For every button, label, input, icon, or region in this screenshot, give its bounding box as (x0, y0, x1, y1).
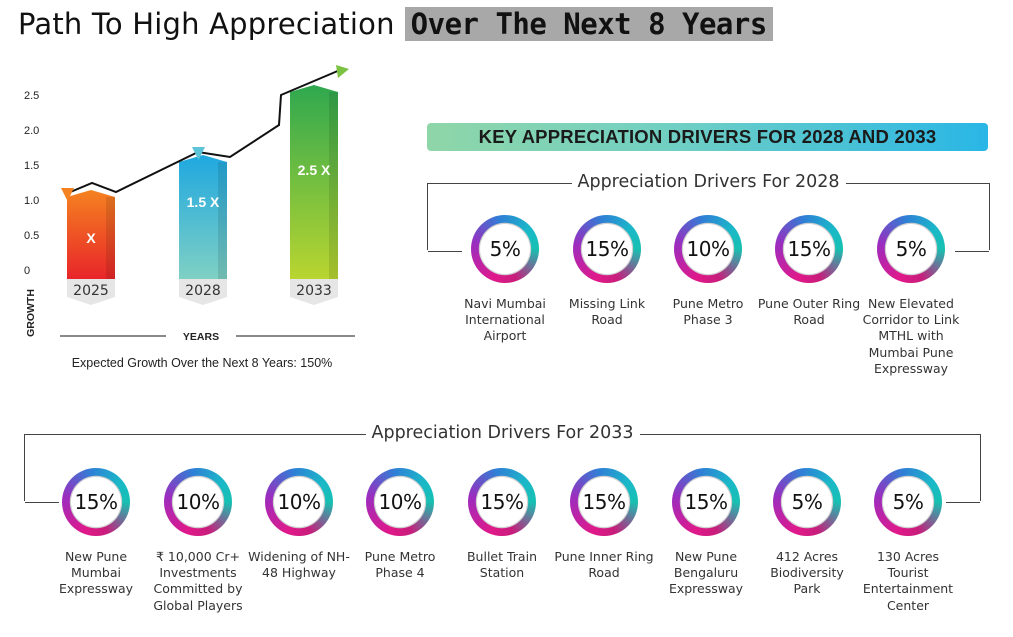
bar-value-label: 2.5 X (298, 162, 331, 178)
driver-label: Widening of NH-48 Highway (248, 549, 350, 581)
y-axis-label: GROWTH (25, 289, 37, 337)
driver-percent: 15% (74, 490, 118, 514)
driver-label: Pune Metro Phase 4 (364, 549, 436, 581)
drivers-2033-frame: Appreciation Drivers For 2033 (24, 423, 981, 503)
driver-label: New Pune Mumbai Expressway (58, 549, 134, 597)
driver-percent: 5% (489, 237, 521, 261)
bar-base (67, 279, 115, 305)
driver-item: 5% Navi Mumbai International Airport (453, 215, 557, 345)
driver-item: 5% New Elevated Corridor to Link MTHL wit… (859, 215, 963, 377)
driver-label: New Pune Bengaluru Expressway (668, 549, 744, 597)
driver-label: Pune Outer Ring Road (757, 296, 861, 328)
percent-ring: 5% (874, 468, 942, 536)
percent-ring: 15% (62, 468, 130, 536)
percent-ring: 10% (366, 468, 434, 536)
driver-item: 15% Bullet Train Station (450, 468, 554, 581)
percent-ring: 5% (471, 215, 539, 283)
driver-label: Missing Link Road (568, 296, 646, 328)
drivers-2033-title: Appreciation Drivers For 2033 (365, 423, 640, 443)
driver-item: 5% 412 Acres Biodiversity Park (755, 468, 859, 598)
title-highlight: Over The Next 8 Years (404, 7, 773, 41)
bar-shade (329, 92, 338, 279)
y-tick-label: 0 (24, 265, 30, 277)
percent-ring: 10% (674, 215, 742, 283)
percent-ring: 15% (775, 215, 843, 283)
percent-ring: 5% (773, 468, 841, 536)
x-tick-label: 2025 (73, 283, 109, 299)
driver-item: 10% Pune Metro Phase 4 (348, 468, 452, 581)
driver-percent: 15% (480, 490, 524, 514)
bar (290, 85, 338, 279)
driver-label: Bullet Train Station (466, 549, 537, 581)
driver-percent: 10% (277, 490, 321, 514)
trend-marker (61, 188, 74, 201)
driver-label: 412 Acres Biodiversity Park (770, 549, 844, 597)
driver-label: Navi Mumbai International Airport (464, 296, 546, 344)
driver-item: 10% ₹ 10,000 Cr+ Investments Committed by… (146, 468, 250, 614)
y-tick-label: 2.0 (24, 125, 39, 137)
drivers-banner: KEY APPRECIATION DRIVERS FOR 2028 AND 20… (427, 123, 988, 151)
bar-shade (218, 162, 227, 279)
percent-ring: 5% (877, 215, 945, 283)
driver-item: 10% Widening of NH-48 Highway (247, 468, 351, 581)
bar-base (179, 279, 227, 305)
driver-percent: 15% (684, 490, 728, 514)
x-tick-label: 2028 (185, 283, 221, 299)
percent-ring: 10% (164, 468, 232, 536)
driver-label: ₹ 10,000 Cr+ Investments Committed by Gl… (153, 549, 243, 613)
percent-ring: 10% (265, 468, 333, 536)
driver-item: 5% 130 Acres Tourist Entertainment Center (856, 468, 960, 614)
y-tick-label: 1.5 (24, 160, 39, 172)
x-tick-label: 2033 (296, 283, 332, 299)
bar-value-label: 1.5 X (187, 194, 220, 210)
driver-label: New Elevated Corridor to Link MTHL with … (862, 296, 960, 376)
driver-item: 15% Pune Inner Ring Road (552, 468, 656, 581)
driver-percent: 5% (892, 490, 924, 514)
percent-ring: 15% (672, 468, 740, 536)
driver-item: 15% New Pune Mumbai Expressway (44, 468, 148, 598)
driver-percent: 15% (582, 490, 626, 514)
page-title: Path To High Appreciation Over The Next … (18, 4, 773, 44)
y-tick-label: 0.5 (24, 230, 39, 242)
expected-growth-text: Expected Growth Over the Next 8 Years: 1… (71, 356, 333, 370)
x-axis-label: YEARS (183, 331, 219, 343)
driver-label: Pune Inner Ring Road (554, 549, 654, 581)
driver-item: 15% Missing Link Road (555, 215, 659, 328)
bar (67, 190, 115, 279)
percent-ring: 15% (570, 468, 638, 536)
y-tick-label: 2.5 (24, 90, 39, 102)
percent-ring: 15% (573, 215, 641, 283)
bar-shade (106, 197, 115, 279)
driver-percent: 10% (378, 490, 422, 514)
drivers-2028-frame: Appreciation Drivers For 2028 (427, 172, 990, 252)
driver-percent: 10% (686, 237, 730, 261)
driver-label: 130 Acres Tourist Entertainment Center (862, 549, 954, 613)
bar (179, 155, 227, 279)
driver-percent: 5% (791, 490, 823, 514)
driver-item: 15% Pune Outer Ring Road (757, 215, 861, 328)
percent-ring: 15% (468, 468, 536, 536)
trend-arrowhead (336, 65, 349, 78)
growth-chart: 0 0.5 1.0 1.5 2.0 2.5 2025 X 2028 1.5 X 2033 2.5 X… (24, 65, 355, 343)
bar-value-label: X (86, 230, 96, 246)
trend-marker (192, 147, 205, 160)
driver-label: Pune Metro Phase 3 (672, 296, 744, 328)
trend-line (67, 69, 341, 194)
driver-item: 15% New Pune Bengaluru Expressway (654, 468, 758, 598)
bar-base (290, 279, 338, 305)
title-main: Path To High Appreciation (18, 7, 395, 41)
driver-percent: 15% (787, 237, 831, 261)
driver-percent: 15% (585, 237, 629, 261)
driver-percent: 5% (895, 237, 927, 261)
driver-percent: 10% (176, 490, 220, 514)
drivers-2028-title: Appreciation Drivers For 2028 (571, 172, 846, 192)
driver-item: 10% Pune Metro Phase 3 (656, 215, 760, 328)
y-tick-label: 1.0 (24, 195, 39, 207)
